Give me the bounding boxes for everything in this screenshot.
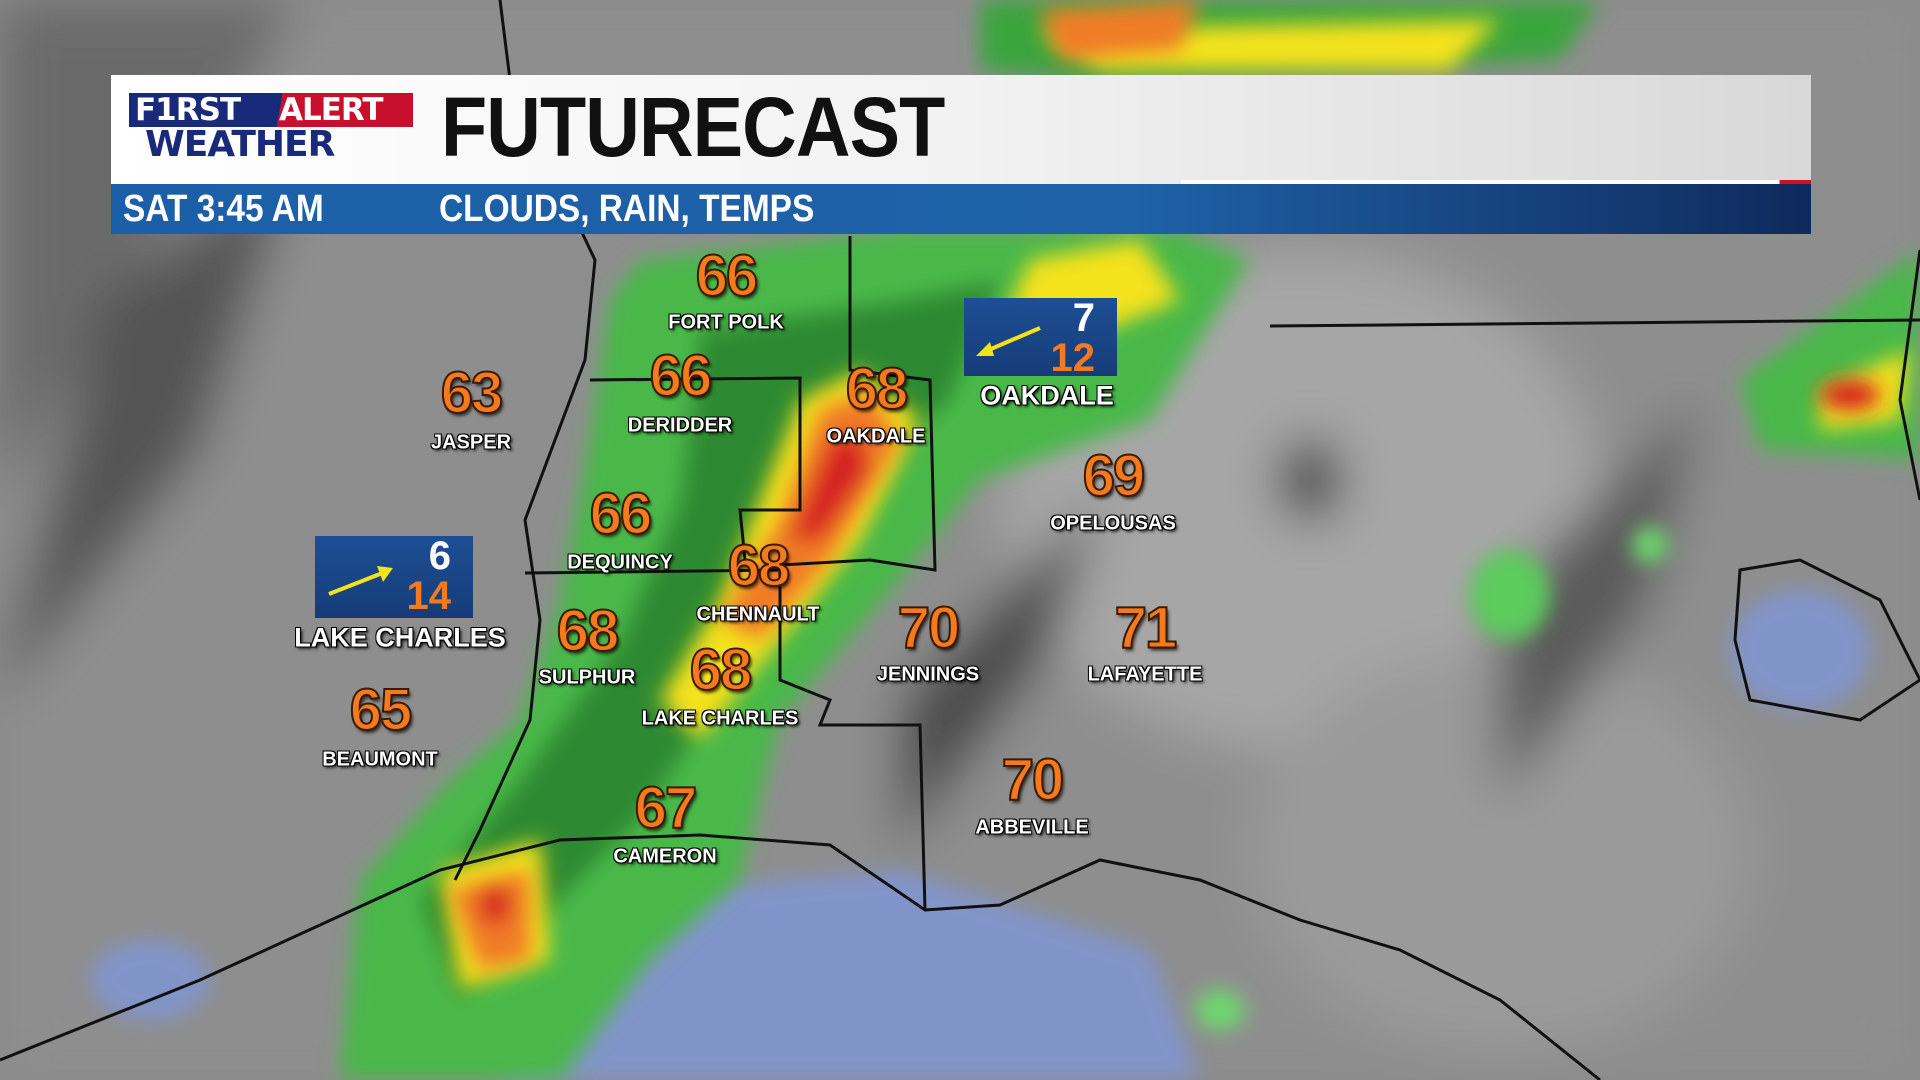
title-banner: F1RST ALERT WEATHER FUTURECAST xyxy=(111,75,1811,184)
temperature-value: 68 xyxy=(845,356,909,423)
info-bar: SAT 3:45 AM CLOUDS, RAIN, TEMPS xyxy=(111,184,1811,234)
city-label: BEAUMONT xyxy=(322,748,438,771)
wind-gust: 14 xyxy=(406,574,452,618)
temperature-value: 71 xyxy=(1114,595,1178,662)
temperature-value: 70 xyxy=(897,595,961,662)
wind-city-label: LAKE CHARLES xyxy=(294,622,506,653)
city-label: LAFAYETTE xyxy=(1087,663,1203,686)
city-label: OPELOUSAS xyxy=(1050,512,1176,535)
temperature-value: 68 xyxy=(556,598,620,665)
temperature-value: 69 xyxy=(1082,443,1146,510)
city-label: ABBEVILLE xyxy=(975,816,1089,839)
forecast-time: SAT 3:45 AM xyxy=(123,188,324,230)
temperature-value: 67 xyxy=(634,775,698,842)
wind-speed: 7 xyxy=(1072,296,1095,340)
city-label: DERIDDER xyxy=(627,414,733,437)
city-label: DEQUINCY xyxy=(567,551,673,574)
wind-box-lake-charles: 6 14 xyxy=(315,534,473,618)
page-title: FUTURECAST xyxy=(441,80,945,174)
city-label: JASPER xyxy=(430,431,512,454)
temperature-value: 68 xyxy=(689,637,753,704)
wind-box-oakdale: 7 12 xyxy=(964,296,1117,380)
temperature-value: 66 xyxy=(589,481,653,548)
temperature-value: 65 xyxy=(349,677,413,744)
city-label: SULPHUR xyxy=(538,666,636,689)
temperature-value: 63 xyxy=(440,360,504,427)
accent-line xyxy=(1181,180,1811,184)
wind-speed: 6 xyxy=(428,534,451,578)
temperature-value: 66 xyxy=(649,343,713,410)
wind-gust: 12 xyxy=(1050,336,1096,380)
city-label: JENNINGS xyxy=(876,663,980,686)
forecast-subtitle: CLOUDS, RAIN, TEMPS xyxy=(439,188,815,230)
first-alert-weather-logo: F1RST ALERT WEATHER xyxy=(129,93,413,165)
city-label: CHENNAULT xyxy=(696,603,820,626)
city-label: OAKDALE xyxy=(826,425,926,448)
arrow-west-southwest-icon xyxy=(976,326,1041,356)
precip-orange-red xyxy=(450,0,1880,970)
city-label: LAKE CHARLES xyxy=(641,707,799,730)
temperature-value: 66 xyxy=(695,243,759,310)
arrow-east-northeast-icon xyxy=(328,566,393,596)
temperature-value: 68 xyxy=(727,533,791,600)
city-label: FORT POLK xyxy=(668,311,784,334)
city-label: CAMERON xyxy=(613,845,717,868)
wind-city-label: OAKDALE xyxy=(980,380,1114,411)
temperature-value: 70 xyxy=(1001,747,1065,814)
